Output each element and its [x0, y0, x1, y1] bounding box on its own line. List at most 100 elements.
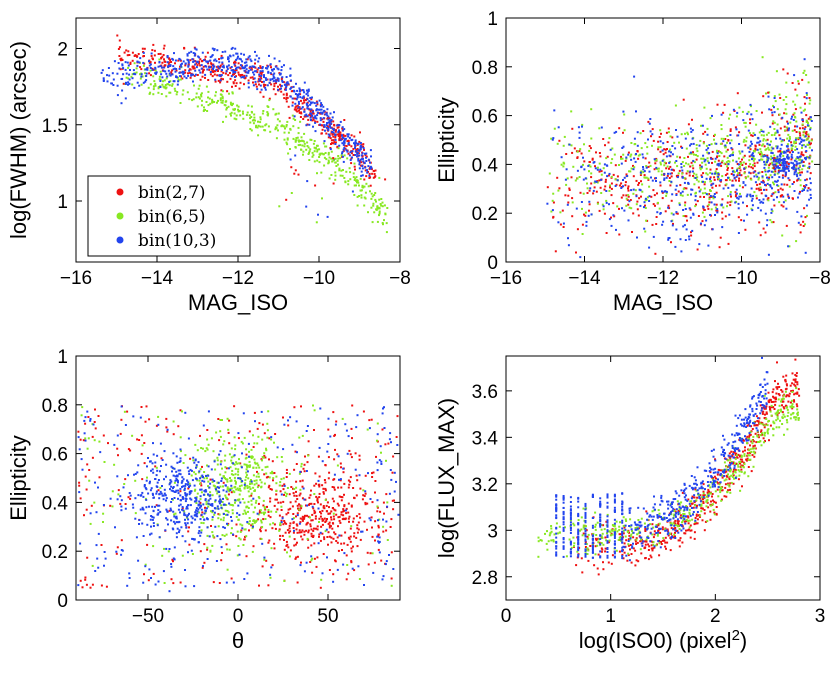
data-point [730, 195, 732, 198]
data-point [279, 484, 281, 487]
data-point [172, 65, 175, 68]
data-point [311, 519, 314, 522]
data-point [743, 121, 746, 124]
data-point [775, 160, 778, 163]
data-point [79, 497, 82, 500]
data-point [163, 66, 166, 69]
data-point [787, 157, 790, 160]
data-point [621, 157, 624, 160]
data-point [342, 169, 344, 171]
data-point [342, 137, 345, 139]
data-point [228, 72, 231, 74]
data-point [145, 498, 148, 501]
data-point [285, 86, 288, 89]
data-point [586, 187, 589, 190]
data-point [289, 74, 292, 77]
data-point [342, 143, 345, 146]
data-point [374, 169, 377, 172]
data-point [583, 168, 586, 171]
data-point [187, 504, 189, 507]
data-point [171, 69, 174, 72]
data-point [663, 177, 666, 180]
data-point [376, 422, 379, 425]
data-point [372, 202, 375, 205]
data-point [367, 211, 369, 214]
data-point [155, 466, 158, 469]
data-point [684, 208, 687, 210]
data-point [184, 64, 187, 67]
data-point [248, 460, 251, 463]
data-point [152, 522, 155, 525]
data-point [247, 507, 250, 509]
data-point [181, 93, 184, 96]
data-point [797, 172, 800, 175]
data-point [221, 501, 224, 503]
data-point [202, 65, 205, 68]
data-point [804, 216, 807, 219]
data-point [245, 71, 248, 74]
data-point [293, 538, 296, 541]
data-point [669, 184, 672, 187]
data-point [789, 121, 792, 124]
data-point [795, 160, 798, 163]
data-point [800, 111, 803, 114]
data-point [576, 177, 579, 180]
data-point [352, 172, 355, 175]
data-point [361, 165, 364, 167]
data-point [330, 536, 333, 539]
data-point [323, 517, 326, 520]
data-point [785, 149, 788, 152]
data-point [230, 473, 233, 476]
data-point [616, 179, 619, 182]
data-point [250, 499, 253, 502]
data-point [192, 80, 194, 83]
data-point [306, 537, 309, 540]
data-point [234, 467, 237, 470]
data-point [370, 192, 373, 195]
data-point [344, 423, 347, 426]
data-point [567, 201, 570, 204]
data-point [642, 168, 645, 171]
data-point [347, 502, 350, 505]
data-point [600, 173, 603, 176]
data-point [305, 113, 308, 116]
data-point [163, 547, 165, 550]
data-point [768, 176, 771, 179]
data-point [275, 82, 277, 85]
data-point [770, 208, 773, 211]
data-point [567, 194, 570, 197]
data-point [197, 461, 200, 464]
data-point [726, 201, 729, 204]
data-point [670, 172, 673, 175]
data-point [154, 583, 157, 586]
data-point [182, 485, 185, 488]
data-point [302, 153, 304, 156]
data-point [299, 88, 301, 91]
data-point [346, 133, 349, 136]
data-point [782, 99, 785, 101]
data-point [279, 481, 282, 484]
data-point [717, 164, 720, 167]
data-point [566, 203, 569, 206]
data-point [371, 535, 374, 538]
data-point [802, 144, 805, 146]
data-point [285, 522, 288, 525]
data-point [349, 178, 352, 181]
data-point [693, 176, 696, 179]
data-point [253, 116, 256, 119]
data-point [298, 107, 301, 110]
data-point [253, 479, 256, 482]
data-point [764, 148, 767, 151]
data-point [659, 184, 662, 187]
data-point [373, 561, 376, 564]
data-point [752, 132, 755, 135]
data-point [779, 155, 782, 158]
data-point [320, 102, 323, 105]
data-point [750, 199, 753, 202]
data-point [715, 172, 718, 175]
data-point [730, 139, 733, 142]
data-point [760, 155, 763, 158]
data-point [294, 500, 297, 503]
data-point [227, 431, 230, 434]
data-point [779, 137, 782, 140]
